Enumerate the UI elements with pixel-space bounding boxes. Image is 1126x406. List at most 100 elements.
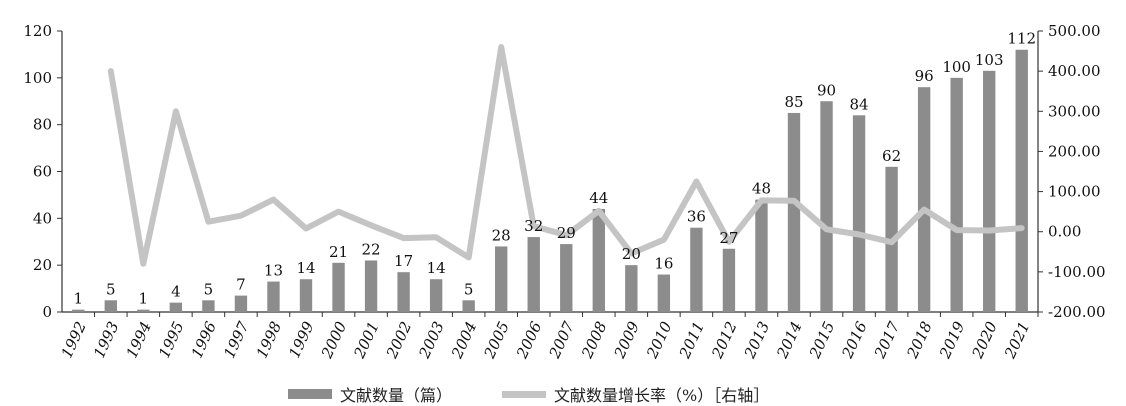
left-tick-label: 20	[33, 256, 52, 274]
right-tick-label: 500.00	[1048, 22, 1101, 40]
bar-data-label: 1	[139, 290, 149, 308]
right-tick-label: 400.00	[1048, 62, 1101, 80]
x-tick-label: 2007	[545, 318, 578, 362]
x-tick-label: 2015	[805, 319, 838, 362]
x-tick-label: 2002	[382, 319, 415, 362]
left-tick-label: 0	[42, 303, 52, 321]
left-tick-label: 40	[33, 209, 52, 227]
bar-data-label: 100	[942, 58, 971, 76]
bar	[560, 244, 573, 312]
x-tick-label: 2017	[870, 318, 903, 362]
bar-data-label: 96	[915, 67, 934, 85]
x-tick-label: 2004	[447, 319, 480, 362]
x-tick-label: 2006	[513, 318, 546, 362]
x-tick-label: 2005	[480, 319, 513, 362]
bar-data-label: 84	[850, 95, 869, 113]
bar	[397, 272, 410, 312]
bar-data-label: 28	[492, 226, 511, 244]
left-tick-label: 80	[33, 116, 52, 134]
left-tick-label: 60	[33, 163, 52, 181]
right-tick-label: 0.00	[1048, 223, 1081, 241]
bar-data-label: 7	[236, 276, 246, 294]
bar-data-label: 16	[654, 255, 673, 273]
bar-data-label: 1	[73, 290, 83, 308]
x-tick-label: 1997	[220, 318, 253, 361]
x-tick-label: 2014	[773, 319, 806, 362]
bar-data-label: 21	[329, 243, 348, 261]
left-tick-label: 120	[23, 22, 52, 40]
legend-label-bars: 文献数量（篇）	[340, 386, 453, 405]
bar-data-label: 112	[1007, 30, 1036, 48]
bar-data-label: 103	[975, 51, 1004, 69]
legend-item-bars: 文献数量（篇）	[288, 382, 452, 406]
x-tick-label: 2016	[838, 318, 871, 362]
bar-data-label: 85	[784, 93, 803, 111]
bar	[462, 300, 475, 312]
x-tick-label: 2019	[935, 318, 968, 362]
bar	[169, 302, 183, 312]
x-tick-label: 1996	[188, 318, 221, 361]
bar	[787, 112, 801, 312]
bar	[820, 101, 833, 312]
bar	[104, 300, 117, 312]
x-tick-label: 1998	[253, 319, 285, 361]
x-tick-label: 2001	[350, 319, 383, 362]
x-tick-label: 2003	[415, 319, 448, 362]
bar-data-label: 14	[427, 259, 446, 277]
right-tick-label: -100.00	[1048, 263, 1106, 281]
bar	[592, 208, 605, 312]
x-tick-label: 2011	[675, 319, 708, 362]
bar-data-label: 48	[752, 180, 771, 198]
bar-data-label: 62	[882, 147, 901, 165]
bar	[267, 281, 280, 312]
bar	[690, 227, 703, 312]
x-tick-label: 2000	[317, 318, 350, 362]
x-tick-label: 1999	[285, 318, 318, 361]
bar-data-label: 36	[687, 208, 706, 226]
bar-data-label: 90	[817, 81, 836, 99]
legend-item-line: 文献数量增长率（%）［右轴］	[502, 382, 769, 406]
bar-data-label: 17	[394, 252, 413, 270]
bar-data-label: 4	[171, 283, 181, 301]
bar	[625, 265, 638, 312]
bar	[495, 246, 508, 312]
bar	[1015, 49, 1028, 312]
x-tick-label: 2012	[708, 319, 741, 362]
bar	[364, 260, 378, 312]
bar-data-label: 5	[106, 280, 116, 298]
legend-swatch-line	[502, 390, 547, 398]
bar	[527, 237, 540, 312]
x-tick-label: 2008	[578, 319, 611, 362]
bar	[234, 295, 248, 312]
bar-data-label: 20	[622, 245, 641, 263]
x-tick-label: 1993	[90, 319, 122, 361]
x-tick-label: 1995	[155, 319, 187, 361]
bar-data-label: 13	[264, 262, 283, 280]
bar	[299, 279, 313, 312]
bar	[917, 87, 931, 312]
series-line-growth-rate	[107, 44, 1025, 267]
x-tick-label: 2009	[610, 318, 643, 362]
right-tick-label: -200.00	[1048, 303, 1106, 321]
x-tick-label: 2010	[643, 318, 676, 362]
bar	[72, 309, 85, 312]
legend-label-line: 文献数量增长率（%）［右轴］	[554, 386, 770, 405]
right-tick-label: 300.00	[1048, 102, 1101, 120]
bar-data-label: 27	[719, 229, 738, 247]
bar-data-label: 22	[362, 240, 381, 258]
bar	[722, 248, 736, 312]
bar	[657, 274, 671, 312]
bar-data-label: 5	[204, 280, 214, 298]
bar	[755, 199, 768, 312]
x-tick-label: 2013	[740, 319, 773, 362]
x-tick-label: 2020	[968, 318, 1001, 362]
x-tick-label: 1992	[58, 319, 90, 361]
x-tick-label: 1994	[123, 319, 155, 361]
bar	[950, 77, 963, 312]
bar	[202, 300, 215, 312]
bar-data-label: 29	[557, 224, 576, 242]
bar	[332, 262, 345, 312]
right-tick-label: 100.00	[1048, 183, 1101, 201]
bar	[983, 70, 996, 312]
